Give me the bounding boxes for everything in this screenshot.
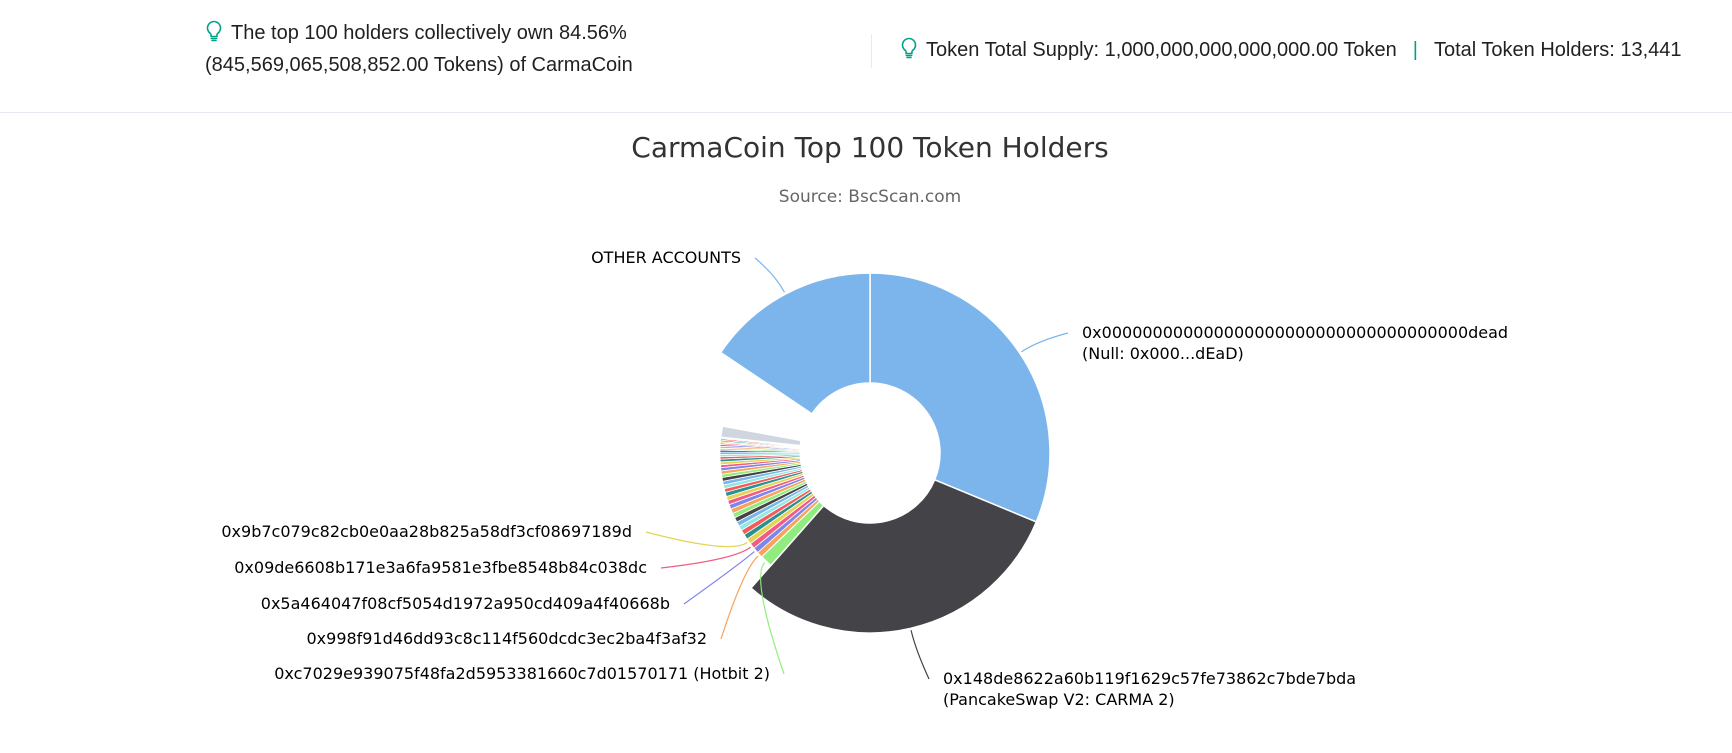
supply-summary: Token Total Supply: 1,000,000,000,000,00… <box>900 34 1682 66</box>
slice-label: 0x148de8622a60b119f1629c57fe73862c7bde7b… <box>943 669 1356 688</box>
slice-label: (Null: 0x000...dEaD) <box>1082 344 1244 363</box>
slice-label: 0x998f91d46dd93c8c114f560dcdc3ec2ba4f3af… <box>306 629 707 648</box>
slice-label: 0x5a464047f08cf5054d1972a950cd409a4f4066… <box>261 594 670 613</box>
holders-chart: CarmaCoin Top 100 Token Holders Source: … <box>0 113 1732 748</box>
connector-line <box>760 562 785 675</box>
connector-line <box>1021 332 1069 353</box>
total-supply-text: Token Total Supply: 1,000,000,000,000,00… <box>926 39 1397 61</box>
chart-subtitle: Source: BscScan.com <box>779 187 961 207</box>
connector-line <box>660 546 752 569</box>
connector-line <box>645 531 748 548</box>
lightbulb-icon <box>205 20 223 42</box>
slice-label: 0x09de6608b171e3a6fa9581e3fbe8548b84c038… <box>234 558 647 577</box>
top-holders-text: The top 100 holders collectively own 84.… <box>205 22 633 76</box>
connector-line <box>910 630 930 680</box>
separator: | <box>1412 39 1418 61</box>
connector-line <box>754 257 786 293</box>
summary-divider <box>871 34 872 68</box>
slice-label: 0x000000000000000000000000000000000000de… <box>1082 323 1508 342</box>
pie-labels: 0x000000000000000000000000000000000000de… <box>221 248 1508 709</box>
pie-slice-0[interactable] <box>869 272 1051 523</box>
pie-slice-42[interactable] <box>719 272 871 415</box>
slice-label: OTHER ACCOUNTS <box>591 248 741 267</box>
total-holders-text: Total Token Holders: 13,441 <box>1433 39 1682 61</box>
summary-bar: The top 100 holders collectively own 84.… <box>0 0 1732 113</box>
chart-title: CarmaCoin Top 100 Token Holders <box>631 131 1108 164</box>
pie-chart-svg: CarmaCoin Top 100 Token Holders Source: … <box>221 131 1508 709</box>
top-holders-summary: The top 100 holders collectively own 84.… <box>205 17 685 81</box>
slice-label: 0x9b7c079c82cb0e0aa28b825a58df3cf0869718… <box>221 522 632 541</box>
connector-line <box>720 555 759 640</box>
pie-slice-1[interactable] <box>749 478 1038 634</box>
connector-line <box>683 551 755 605</box>
pie-slices <box>719 272 1051 634</box>
lightbulb-icon <box>900 37 918 59</box>
slice-label: 0xc7029e939075f48fa2d5953381660c7d015701… <box>274 664 770 683</box>
slice-label: (PancakeSwap V2: CARMA 2) <box>943 690 1175 709</box>
